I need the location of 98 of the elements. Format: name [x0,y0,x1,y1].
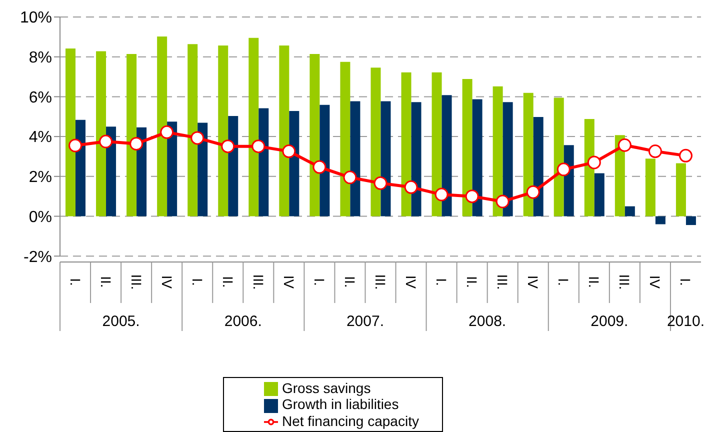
bar [472,99,482,216]
point [404,180,418,194]
bar [340,62,350,216]
bar [676,163,686,216]
bar [136,127,147,216]
bar [584,119,594,216]
bar [686,216,696,226]
point [221,140,235,154]
bar [157,36,168,216]
x-tick-label: II. [220,276,236,288]
y-tick-label: -2% [24,248,52,266]
point [343,170,357,184]
text: 2005. [102,313,140,330]
bar [167,122,178,216]
bar [228,116,238,216]
x-tick-label: II. [342,276,358,288]
bar [554,98,564,216]
point [99,134,113,148]
x-tick-label: IV [280,275,297,290]
point [465,190,479,204]
point [68,138,82,152]
y-tick-label: 6% [28,89,52,106]
point [282,144,296,158]
point [434,188,448,202]
x-tick-label: II. [586,276,602,288]
bar [248,38,259,216]
bar [645,158,656,216]
point [496,194,510,208]
y-tick-label: 0% [28,208,52,226]
text: 2006. [224,313,262,330]
bar [523,92,534,216]
bar [310,54,320,216]
text: 2007. [346,313,384,330]
bar [198,122,208,216]
bar [96,51,106,216]
x-tick-label: IV [158,275,175,290]
x-tick-label: I. [678,278,694,286]
text: 2008. [468,313,506,330]
x-tick-label: I. [434,278,450,286]
x-tick-label: I. [189,278,206,286]
point [618,138,632,152]
x-tick-label: II. [464,276,480,288]
y-tick-label: 2% [28,169,52,186]
point [678,148,692,162]
y-tick-label: 10% [20,10,52,27]
point [587,156,601,170]
text: 2009. [590,313,628,330]
x-tick-label: III. [372,274,388,290]
bar [401,72,412,216]
legend-label: Growth in liabilities [282,396,399,412]
point [252,140,266,154]
legend-label: Gross savings [282,380,371,396]
y-tick-label: 4% [28,129,52,146]
bar [106,126,116,216]
text: 2010. [666,313,705,330]
bar [65,48,76,216]
point [374,176,388,190]
bar [442,95,452,216]
bar [533,117,544,216]
x-tick-label: II. [98,276,114,288]
bar [624,206,635,216]
bar [218,45,228,216]
bar [126,54,137,216]
bar [380,101,391,216]
x-tick-label: III. [128,274,144,290]
point [556,162,570,176]
bar [279,45,290,216]
x-tick-label: IV [647,275,664,290]
bar [289,111,300,216]
x-tick-label: I. [67,278,84,286]
point [312,160,326,174]
point [160,125,174,139]
point [648,144,662,158]
x-tick-label: I. [311,278,328,286]
bar [350,101,360,216]
bar [492,86,503,216]
y-tick-label: 8% [28,50,52,67]
bar [258,108,269,216]
x-tick-label: I. [556,278,572,286]
bar [320,104,330,216]
bar [432,72,442,216]
x-tick-label: IV [403,275,420,290]
x-tick-label: III. [494,274,511,290]
bar [75,120,86,216]
x-tick-label: III. [616,274,633,290]
bar [370,68,381,216]
bar [188,44,198,216]
bar [411,102,422,216]
bar [502,102,513,216]
legend-label: Net financing capacity [282,412,419,429]
point [526,185,540,199]
point [190,131,204,145]
bar [594,173,604,216]
x-tick-label: III. [250,274,266,290]
x-tick-label: IV [525,275,542,290]
point [130,136,144,150]
bar [655,216,666,224]
bar [462,78,472,216]
